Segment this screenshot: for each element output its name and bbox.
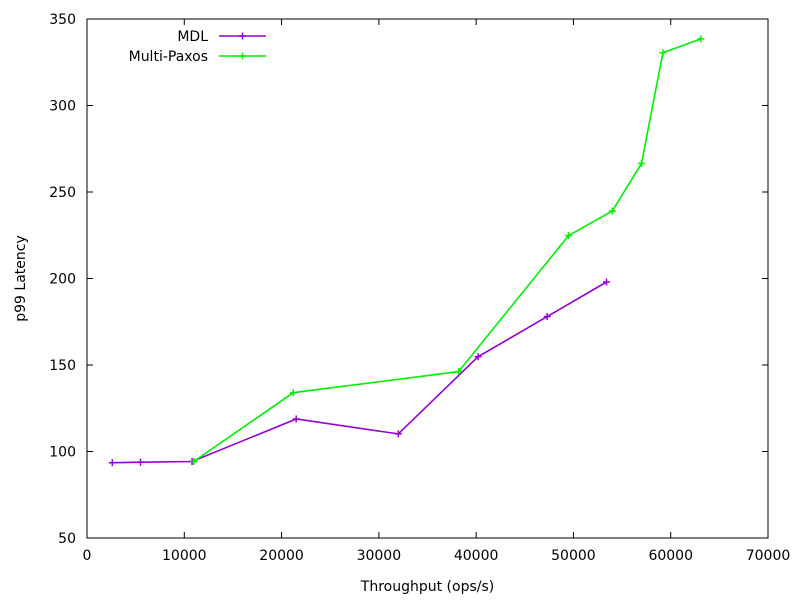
data-point-multi-paxos bbox=[289, 389, 297, 397]
x-axis-label: Throughput (ops/s) bbox=[360, 579, 494, 595]
x-tick-label: 10000 bbox=[162, 548, 207, 564]
series-line-mdl bbox=[112, 281, 607, 464]
data-point-mdl bbox=[474, 353, 482, 361]
data-point-multi-paxos bbox=[659, 49, 667, 57]
legend-item-mdl: MDL bbox=[177, 29, 266, 45]
legend-label: MDL bbox=[177, 29, 208, 45]
data-point-multi-paxos bbox=[697, 35, 705, 43]
series-multi-paxos bbox=[190, 35, 705, 465]
y-tick-label: 50 bbox=[58, 531, 76, 547]
x-tick-label: 0 bbox=[83, 548, 92, 564]
data-point-multi-paxos bbox=[565, 232, 573, 240]
x-tick-label: 40000 bbox=[454, 548, 499, 564]
plot-frame bbox=[86, 18, 769, 539]
x-tick-label: 30000 bbox=[357, 548, 402, 564]
x-tick-label: 70000 bbox=[746, 548, 791, 564]
legend-label: Multi-Paxos bbox=[129, 49, 208, 65]
y-tick-label: 150 bbox=[49, 358, 76, 374]
data-point-multi-paxos bbox=[638, 159, 646, 167]
data-point-mdl bbox=[108, 459, 116, 467]
y-tick-label: 200 bbox=[49, 272, 76, 288]
y-tick-label: 300 bbox=[49, 99, 76, 115]
legend-swatch-marker bbox=[239, 32, 246, 40]
series-line-multi-paxos bbox=[193, 38, 702, 463]
series-layer bbox=[108, 35, 705, 467]
y-tick-label: 350 bbox=[49, 12, 76, 28]
data-point-mdl bbox=[543, 313, 551, 321]
x-tick-label: 60000 bbox=[648, 548, 693, 564]
legend-swatch-marker bbox=[239, 52, 246, 60]
y-tick-label: 250 bbox=[49, 185, 76, 201]
data-point-multi-paxos bbox=[608, 207, 616, 215]
y-axis-label: p99 Latency bbox=[13, 235, 29, 322]
legend: MDL Multi-Paxos bbox=[129, 29, 266, 65]
y-tick-label: 100 bbox=[49, 445, 76, 461]
axis-ticks: 0 10000 20000 30000 40000 50000 60000 70000 50 10… bbox=[49, 12, 790, 564]
data-point-multi-paxos bbox=[190, 457, 198, 465]
data-point-mdl bbox=[603, 278, 611, 286]
series-mdl bbox=[108, 278, 611, 467]
legend-item-multi-paxos: Multi-Paxos bbox=[129, 49, 266, 65]
data-point-mdl bbox=[137, 458, 145, 466]
data-point-mdl bbox=[292, 415, 300, 423]
data-point-mdl bbox=[394, 430, 402, 438]
data-point-multi-paxos bbox=[455, 368, 463, 376]
x-tick-label: 20000 bbox=[259, 548, 304, 564]
x-tick-label: 50000 bbox=[551, 548, 596, 564]
